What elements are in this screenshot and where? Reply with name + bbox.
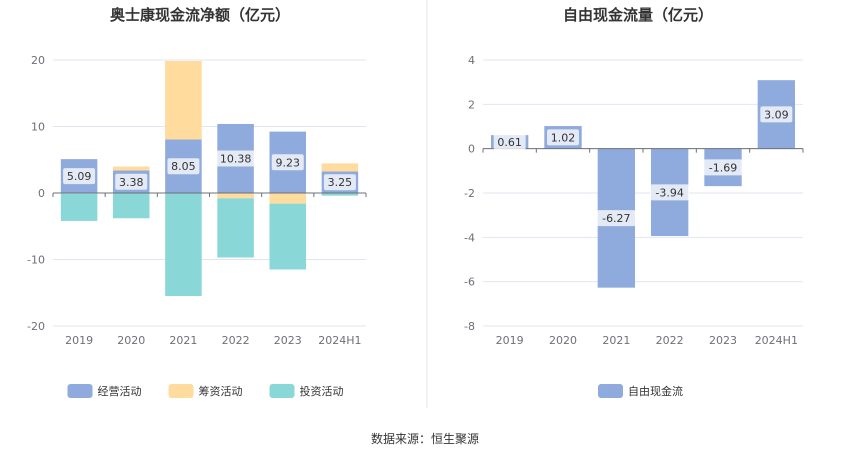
data-label: 5.09 (67, 170, 92, 183)
y-tick-label: -4 (464, 231, 475, 244)
bar-2 (217, 193, 254, 199)
bar-2 (321, 163, 359, 172)
x-tick-label: 2022 (656, 334, 684, 347)
bar-3 (60, 193, 98, 221)
y-tick-label: -2 (464, 187, 475, 200)
data-label: -3.94 (655, 186, 683, 199)
data-label-bg (216, 150, 256, 167)
x-tick-label: 2021 (602, 334, 630, 347)
data-label: 0.61 (497, 136, 522, 149)
x-tick-label: 2023 (709, 334, 737, 347)
legend-label: 经营活动 (98, 384, 142, 398)
data-label: -6.27 (602, 212, 630, 225)
y-tick-label: -8 (464, 320, 475, 333)
y-tick-label: 4 (468, 54, 475, 67)
data-label: 3.38 (119, 176, 144, 189)
data-label-bg (167, 158, 200, 175)
bar-2 (112, 166, 150, 171)
bar-3 (321, 193, 359, 196)
chart-title: 自由现金流量（亿元） (563, 6, 713, 24)
free-cash-flow-chart: 自由现金流量（亿元） -8 -6 -4 -2 0 2 4 2019 2020 2021 2022 202… (464, 6, 804, 398)
x-tick-label: 2024H1 (318, 334, 361, 347)
y-tick-label: 10 (31, 121, 45, 134)
y-tick-label: 0 (38, 187, 45, 200)
bar-3 (269, 203, 307, 270)
data-label-bg (115, 173, 148, 190)
x-tick-label: 2022 (222, 334, 250, 347)
y-tick-label: -20 (27, 320, 45, 333)
data-label: 8.05 (171, 160, 196, 173)
bar-2 (165, 60, 202, 140)
x-tick-label: 2020 (549, 334, 577, 347)
legend-label: 筹资活动 (199, 384, 243, 398)
y-tick-label: 0 (468, 143, 475, 156)
data-label-bg (703, 159, 743, 176)
data-label: 10.38 (220, 152, 252, 165)
legend-swatch (269, 384, 295, 398)
x-tick-label: 2024H1 (755, 334, 798, 347)
x-tick-label: 2023 (274, 334, 302, 347)
y-tick-label: -6 (464, 276, 475, 289)
legend-swatch (598, 384, 623, 398)
y-tick-label: 20 (31, 54, 45, 67)
data-label: 3.25 (328, 176, 353, 189)
data-label-bg (547, 129, 579, 146)
chart-title: 奥士康现金流净额（亿元） (110, 6, 290, 24)
legend-swatch (67, 384, 93, 398)
y-tick-label: 2 (468, 98, 475, 111)
data-source-note: 数据来源：恒生聚源 (370, 432, 479, 446)
legend-label: 自由现金流 (628, 384, 683, 398)
data-label-bg (650, 184, 690, 201)
bar-2 (269, 193, 307, 204)
bar-3 (112, 193, 150, 219)
data-label-bg (493, 133, 526, 150)
bar-3 (165, 193, 202, 297)
x-tick-label: 2021 (169, 334, 197, 347)
data-label: 9.23 (276, 156, 301, 169)
x-tick-label: 2020 (117, 334, 145, 347)
legend-swatch (168, 384, 194, 398)
bar-3 (217, 198, 254, 258)
data-label-bg (63, 168, 96, 185)
data-label: 3.09 (764, 108, 789, 121)
x-tick-label: 2019 (496, 334, 524, 347)
x-tick-label: 2019 (65, 334, 93, 347)
data-label: -1.69 (709, 161, 737, 174)
data-label-bg (323, 174, 356, 191)
data-label-bg (760, 106, 793, 123)
data-label-bg (271, 154, 304, 171)
data-label: 1.02 (551, 131, 576, 144)
cash-flow-net-chart: 奥士康现金流净额（亿元） -20 -10 0 10 20 2019 2020 2021 2022 2… (27, 6, 367, 398)
data-label-bg (596, 210, 636, 227)
y-tick-label: -10 (27, 254, 45, 267)
legend-label: 投资活动 (300, 384, 344, 398)
